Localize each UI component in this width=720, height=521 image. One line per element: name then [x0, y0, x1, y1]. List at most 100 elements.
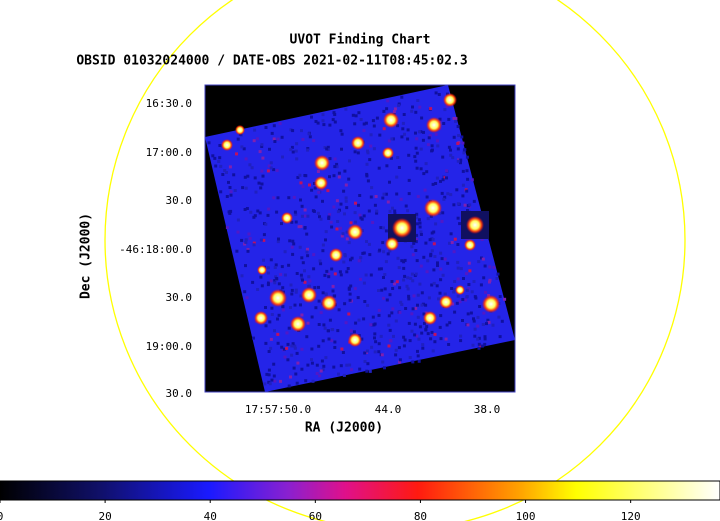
noise-pixel [312, 267, 316, 271]
noise-pixel [377, 313, 381, 317]
noise-pixel [394, 353, 398, 357]
noise-pixel [347, 177, 351, 181]
noise-pixel [328, 123, 332, 127]
colorbar-tick-label: 0 [0, 510, 3, 521]
noise-pixel [350, 256, 354, 260]
noise-pixel [429, 107, 433, 111]
noise-pixel [395, 280, 399, 284]
noise-pixel [402, 335, 406, 339]
noise-pixel [412, 241, 416, 245]
noise-pixel [470, 178, 474, 182]
noise-pixel [276, 341, 280, 345]
noise-pixel [456, 216, 460, 220]
noise-pixel [268, 382, 272, 386]
noise-pixel [332, 174, 336, 178]
star [347, 224, 363, 240]
noise-pixel [353, 287, 357, 291]
noise-pixel [269, 279, 273, 283]
noise-pixel [363, 351, 367, 355]
noise-pixel [344, 199, 348, 203]
noise-pixel [346, 267, 350, 270]
star [221, 139, 233, 151]
noise-pixel [258, 150, 262, 154]
noise-pixel [390, 280, 394, 283]
noise-pixel [229, 190, 233, 194]
noise-pixel [406, 276, 410, 280]
noise-pixel [297, 225, 301, 229]
noise-pixel [373, 332, 377, 336]
star [290, 316, 306, 332]
noise-pixel [207, 141, 211, 145]
noise-pixel [296, 361, 300, 365]
noise-pixel [260, 182, 264, 186]
noise-pixel [431, 349, 435, 353]
noise-pixel [424, 241, 428, 245]
noise-pixel [330, 328, 334, 331]
noise-pixel [354, 114, 358, 118]
noise-pixel [236, 230, 240, 234]
noise-pixel [219, 164, 223, 168]
noise-pixel [299, 273, 303, 277]
noise-pixel [434, 91, 438, 95]
star [301, 287, 317, 303]
noise-pixel [316, 211, 320, 215]
noise-pixel [235, 249, 239, 253]
noise-pixel [225, 195, 229, 198]
noise-pixel [433, 255, 437, 258]
noise-pixel [292, 195, 296, 199]
noise-pixel [466, 323, 470, 327]
noise-pixel [339, 129, 343, 133]
noise-pixel [409, 276, 413, 280]
chart-subtitle: OBSID 01032024000 / DATE-OBS 2021-02-11T… [76, 54, 467, 69]
noise-pixel [266, 266, 270, 270]
noise-pixel [461, 141, 465, 145]
noise-pixel [402, 113, 406, 116]
noise-pixel [438, 291, 442, 295]
noise-pixel [328, 157, 332, 161]
noise-pixel [385, 164, 389, 168]
noise-pixel [416, 354, 420, 358]
noise-pixel [294, 212, 298, 216]
noise-pixel [438, 117, 442, 121]
noise-pixel [349, 329, 353, 333]
noise-pixel [374, 340, 378, 344]
noise-pixel [365, 240, 368, 243]
noise-pixel [363, 300, 367, 303]
noise-pixel [259, 186, 263, 190]
noise-pixel [373, 350, 377, 354]
noise-pixel [424, 162, 428, 166]
noise-pixel [337, 175, 341, 179]
noise-pixel [322, 323, 326, 327]
noise-pixel [344, 321, 348, 325]
noise-pixel [316, 170, 320, 173]
noise-pixel [359, 216, 363, 220]
noise-pixel [225, 226, 229, 229]
noise-pixel [487, 320, 491, 324]
noise-pixel [349, 284, 353, 288]
noise-pixel [468, 203, 472, 207]
noise-pixel [353, 211, 357, 215]
noise-pixel [218, 156, 222, 160]
noise-pixel [403, 274, 407, 278]
noise-pixel [294, 290, 298, 294]
noise-pixel [407, 321, 411, 325]
star [466, 216, 484, 234]
noise-pixel [465, 288, 469, 292]
noise-pixel [439, 251, 443, 255]
noise-pixel [421, 138, 425, 142]
noise-pixel [474, 296, 478, 300]
noise-pixel [300, 347, 304, 351]
star [424, 199, 442, 217]
noise-pixel [314, 306, 318, 310]
noise-pixel [305, 250, 309, 254]
noise-pixel [390, 311, 394, 315]
noise-pixel [333, 120, 337, 124]
noise-pixel [476, 324, 480, 328]
noise-pixel [481, 323, 485, 326]
noise-pixel [244, 240, 248, 244]
noise-pixel [448, 241, 451, 245]
noise-pixel [434, 132, 438, 136]
noise-pixel [439, 337, 443, 341]
noise-pixel [449, 193, 453, 197]
noise-pixel [422, 172, 426, 176]
